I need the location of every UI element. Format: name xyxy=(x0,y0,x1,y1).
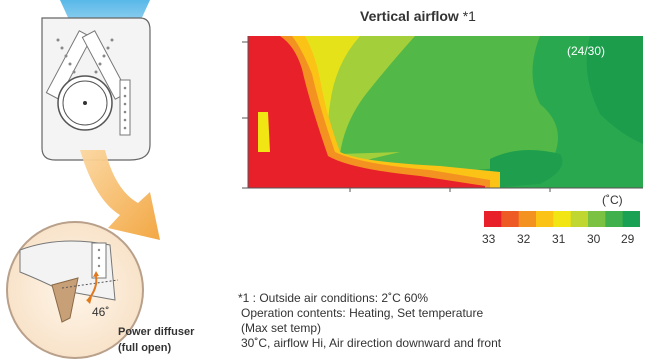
indoor-unit-illustration xyxy=(6,0,160,359)
footnote-line-2: Operation contents: Heating, Set tempera… xyxy=(241,306,484,320)
plot-location-label: (24/30) xyxy=(567,44,606,58)
power-diffuser-label: Power diffuser (full open) xyxy=(118,324,194,356)
diffuser-detail-circle xyxy=(6,221,144,359)
footnote-line-3: (Max set temp) xyxy=(241,321,322,335)
scale-value-29: 29 xyxy=(621,232,635,246)
scale-value-31: 31 xyxy=(552,232,566,246)
scale-swatch xyxy=(553,211,572,227)
footnote-line-1: *1 : Outside air conditions: 2˚C 60% xyxy=(238,291,429,305)
scale-value-33: 33 xyxy=(482,232,496,246)
scale-value-30: 30 xyxy=(587,232,601,246)
scale-swatch xyxy=(501,211,520,227)
footnote-line-4: 30˚C, airflow Hi, Air direction downward… xyxy=(241,336,502,350)
cool-zone xyxy=(586,36,643,144)
diffuser-angle-label: 46˚ xyxy=(92,305,110,319)
scale-swatch xyxy=(484,211,502,227)
scale-swatch xyxy=(605,211,624,227)
scale-swatch xyxy=(588,211,606,227)
chart-title: Vertical airflow *1 xyxy=(360,8,560,24)
scale-swatch xyxy=(622,211,640,227)
chart-title-main: Vertical airflow xyxy=(360,8,459,24)
footnote-block: *1 : Outside air conditions: 2˚C 60% Ope… xyxy=(238,291,501,351)
power-diffuser-label-line1: Power diffuser xyxy=(118,326,195,338)
scale-swatch xyxy=(570,211,589,227)
scale-value-32: 32 xyxy=(517,232,531,246)
temperature-distribution-plot xyxy=(242,36,643,192)
cross-flow-fan xyxy=(57,75,113,131)
scale-swatch xyxy=(518,211,537,227)
unit-body xyxy=(41,17,151,161)
temperature-scale-bar xyxy=(484,211,640,227)
scale-unit: (˚C) xyxy=(602,193,623,207)
warm-airflow-arrow xyxy=(80,150,160,240)
power-diffuser-label-line2: (full open) xyxy=(118,342,172,354)
scale-swatch xyxy=(536,211,554,227)
heat-exchanger-right xyxy=(81,30,131,136)
chart-title-note-ref: *1 xyxy=(458,8,476,24)
